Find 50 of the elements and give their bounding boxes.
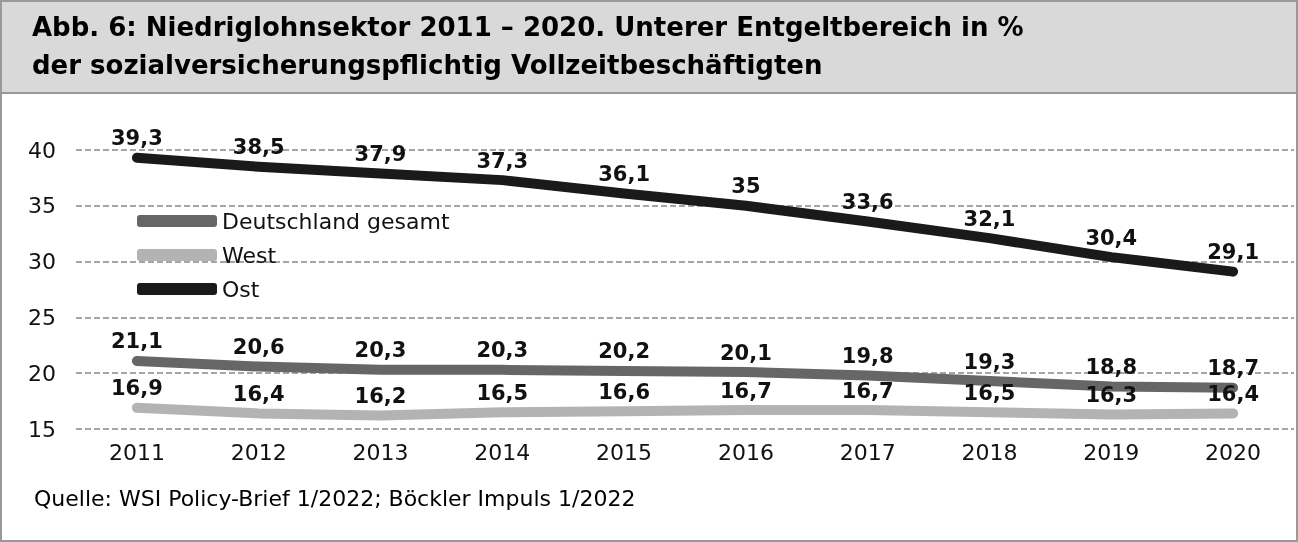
x-tick-label: 2011 (108, 439, 165, 465)
data-label: 37,3 (476, 148, 529, 173)
y-tick-label: 25 (28, 304, 56, 330)
data-label: 20,3 (354, 338, 407, 363)
data-label: 20,6 (232, 335, 285, 359)
x-tick-label: 2020 (1205, 439, 1262, 465)
data-label: 19,3 (963, 349, 1016, 374)
x-tick-label: 2012 (230, 439, 287, 465)
data-label: 20,2 (598, 339, 651, 364)
data-label: 16,2 (354, 384, 407, 409)
data-label: 19,8 (841, 343, 894, 368)
source-note: Quelle: WSI Policy-Brief 1/2022; Böckler Impuls 1/2022 (34, 486, 636, 511)
data-label: 16,6 (598, 379, 651, 404)
data-label: 20,3 (476, 338, 529, 363)
data-label: 30,4 (1085, 225, 1138, 250)
x-tick-label: 2017 (839, 439, 896, 465)
data-label: 16,4 (1207, 381, 1260, 406)
data-label: 16,7 (719, 378, 772, 403)
x-tick-label: 2013 (352, 439, 409, 465)
x-tick-label: 2014 (474, 439, 531, 465)
data-label: 16,9 (110, 376, 163, 401)
data-label: 38,5 (232, 135, 285, 160)
data-label: 18,7 (1207, 356, 1260, 381)
data-label: 37,9 (354, 141, 407, 166)
legend-label: West (222, 242, 277, 268)
x-tick-label: 2018 (961, 439, 1018, 465)
data-label: 21,1 (110, 329, 163, 354)
data-label: 32,1 (963, 206, 1016, 231)
data-label: 36,1 (598, 162, 651, 187)
y-tick-label: 15 (28, 416, 56, 442)
data-label: 29,1 (1207, 240, 1260, 265)
legend-label: Deutschland gesamt (222, 208, 450, 234)
data-label: 35 (731, 174, 761, 199)
data-label: 16,5 (963, 380, 1016, 405)
data-label: 33,6 (841, 189, 894, 214)
data-label: 20,1 (719, 340, 772, 365)
chart-title: Abb. 6: Niedriglohnsektor 2011 – 2020. Unterer Entgeltbereich in % der sozialversicherungspflichtig Vollzeitbeschäftigten (32, 11, 1025, 82)
data-label: 16,5 (476, 380, 529, 405)
y-tick-label: 20 (28, 360, 56, 386)
y-tick-label: 35 (28, 193, 56, 219)
legend-label: Ost (222, 276, 260, 302)
data-label: 16,7 (841, 378, 894, 403)
x-tick-label: 2019 (1083, 439, 1140, 465)
data-label: 39,3 (110, 126, 163, 151)
x-tick-label: 2015 (596, 439, 653, 465)
y-tick-label: 30 (28, 249, 56, 275)
data-label: 18,8 (1085, 355, 1138, 380)
x-tick-label: 2016 (717, 439, 774, 465)
data-label: 16,4 (232, 381, 285, 406)
y-tick-label: 40 (28, 137, 56, 163)
